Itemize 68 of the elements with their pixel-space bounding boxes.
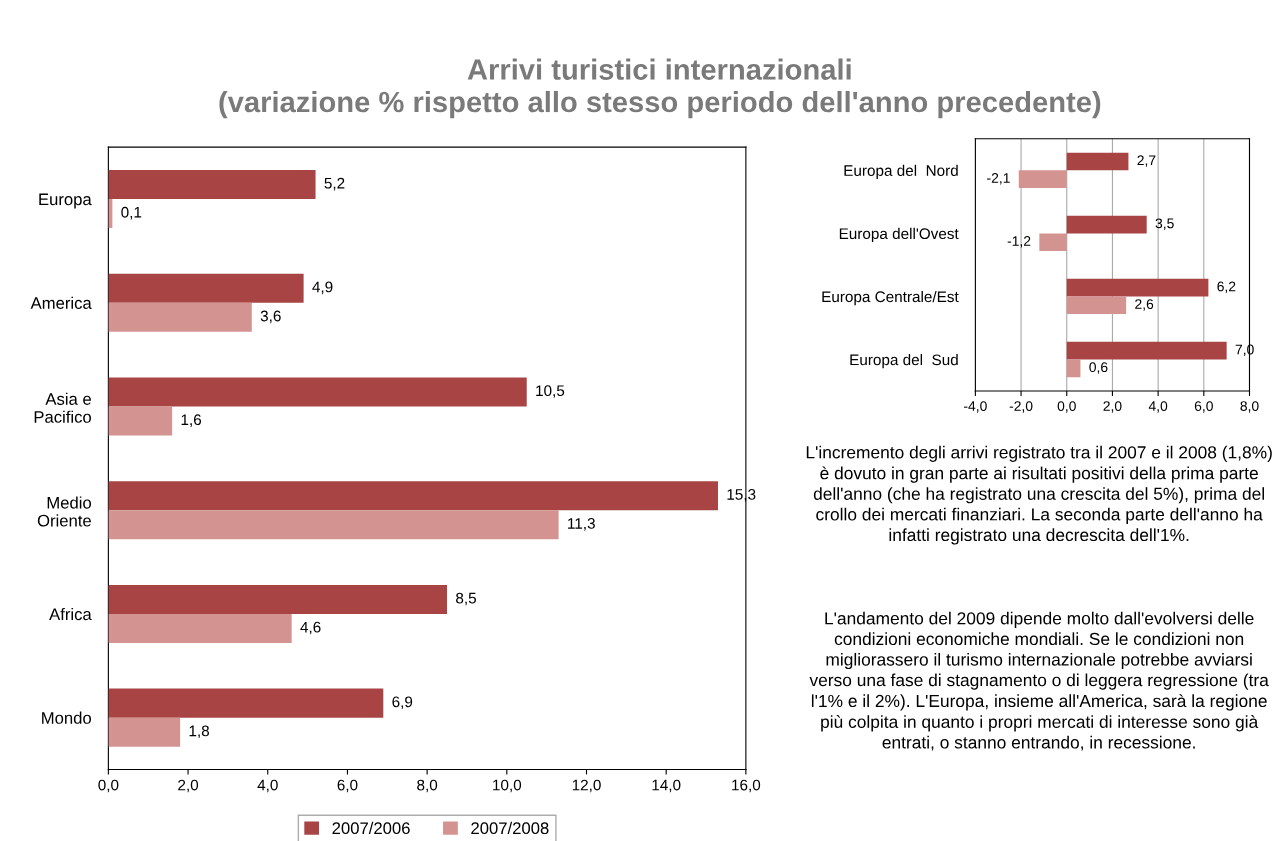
bar [108, 717, 181, 747]
bar [108, 688, 384, 718]
y-tick-label: America [30, 296, 92, 309]
y-tick-label: Asia e Pacifico [34, 392, 92, 423]
data-label: 3,6 [260, 310, 281, 324]
data-label: 4,6 [300, 621, 321, 635]
y-tick-label: Europa del Nord [844, 164, 958, 180]
data-label: 2,7 [1137, 155, 1156, 167]
data-label: 6,2 [1217, 281, 1236, 293]
chart-title: Arrivi turistici internazionali (variazione % rispetto allo stesso periodo dell'anno precedente) [219, 58, 1101, 119]
x-tick-label: 4,0 [1148, 401, 1168, 413]
bar [108, 377, 527, 407]
bar [1066, 296, 1127, 315]
data-label: 0,1 [121, 206, 142, 220]
data-label: 1,8 [189, 725, 209, 739]
x-tick-label: 10,0 [493, 779, 522, 793]
x-tick-label: 4,0 [257, 779, 278, 793]
data-label: 8,5 [456, 592, 476, 606]
bar [1066, 152, 1129, 171]
bar [1066, 215, 1147, 234]
legend-label: 2007/2006 [332, 821, 410, 835]
text: L'incremento degli arrivi registrato tra il 2007 e il 2008 (1,8%) è dovuto in gran parte ai risultati positivi della prima parte dell'anno (che ha registrato una crescita del 5%), prima del crollo dei mercati finanziari. La seconda parte dell'anno ha infatti registrato una decrescita dell'1%. [806, 445, 1272, 545]
bar [1018, 170, 1067, 188]
data-label: 1,6 [181, 414, 202, 427]
y-tick-label: Europa del Sud [850, 353, 958, 369]
data-label: 11,3 [568, 518, 595, 531]
bar [1066, 341, 1227, 360]
data-label: 3,5 [1155, 218, 1174, 230]
data-label: 0,6 [1089, 362, 1108, 374]
bar [108, 584, 448, 614]
legend-label: 2007/2008 [471, 821, 549, 835]
x-tick-label: 2,0 [1103, 401, 1122, 413]
y-tick-label: Mondo [42, 711, 92, 724]
data-label: 5,2 [324, 177, 345, 191]
bar [108, 510, 559, 540]
bar [1066, 359, 1081, 378]
data-label: 2,6 [1135, 299, 1154, 311]
data-label: 6,9 [392, 696, 413, 710]
bar [108, 169, 316, 200]
x-tick-label: 0,0 [98, 779, 119, 793]
x-tick-label: 0,0 [1057, 401, 1076, 413]
x-tick-label: 8,0 [1240, 401, 1259, 413]
data-label: -2,1 [987, 173, 1010, 185]
data-label: -1,2 [1007, 236, 1031, 248]
y-tick-label: Europa [39, 193, 92, 209]
bar [108, 481, 718, 511]
x-tick-label: 12,0 [572, 779, 601, 793]
x-tick-label: 6,0 [1194, 401, 1213, 413]
data-label: 10,5 [536, 385, 565, 398]
x-tick-label: 2,0 [178, 779, 199, 793]
x-tick-label: 16,0 [732, 779, 761, 793]
y-tick-label: Medio Oriente [37, 496, 92, 527]
bar [108, 273, 304, 303]
x-tick-label: 14,0 [652, 779, 681, 793]
bar [108, 613, 292, 643]
bar [1066, 278, 1209, 297]
y-tick-label: Europa Centrale/Est [822, 290, 959, 306]
data-label: 4,9 [312, 281, 333, 295]
x-tick-label: -4,0 [964, 401, 987, 413]
bar [108, 406, 173, 436]
bar [1039, 233, 1067, 252]
x-tick-label: 6,0 [337, 779, 358, 793]
text: L'andamento del 2009 dipende molto dall'evolversi delle condizioni economiche mondiali. Se le condizioni non migliorassero il turismo internazionale potrebbe avviarsi verso una fase di stagnamento o di leggera regressione (tra l'1% e il 2%). L'Europa, insieme all'America, sarà la regione più colpita in quanto i propri mercati di interesse sono già entrati, o stanno entrando, in recessione. [809, 611, 1269, 751]
y-tick-label: Africa [49, 607, 92, 621]
x-tick-label: -2,0 [1009, 401, 1033, 413]
bar [108, 302, 252, 332]
x-tick-label: 8,0 [417, 779, 438, 793]
y-tick-label: Europa dell'Ovest [839, 227, 959, 243]
